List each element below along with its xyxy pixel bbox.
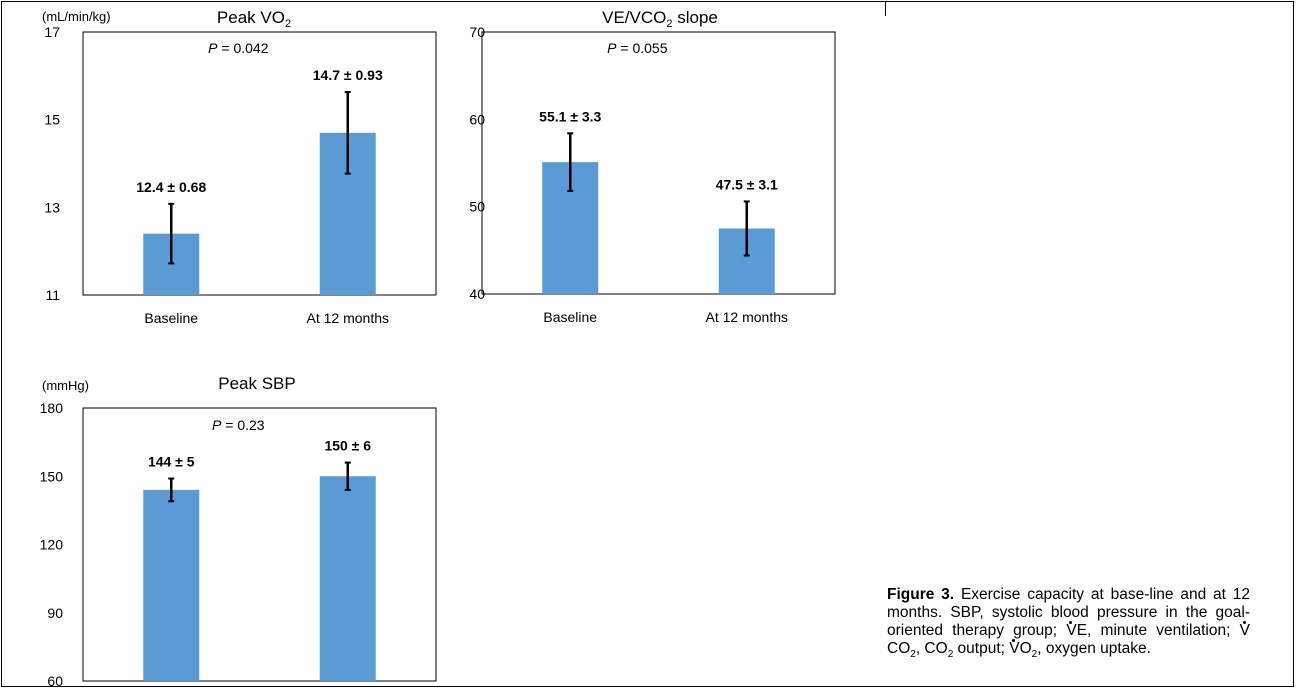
chart-title: Peak VO2 (217, 8, 291, 30)
y-unit-label: (mL/min/kg) (42, 9, 111, 24)
caption-text-7: output; (953, 640, 1010, 657)
peak-vo2-chart: Peak VO2 (mL/min/kg) P = 0.042 11 13 15 17 12.4… (42, 8, 437, 326)
category-label-0: Baseline (144, 310, 198, 326)
p-value-annotation: P = 0.23 (212, 417, 265, 433)
plot-area (82, 407, 437, 682)
data-label-0: 55.1 ± 3.3 (539, 108, 601, 124)
caption-text-2: E, minute ventilation; (1076, 622, 1240, 639)
y-tick-label: 15 (44, 112, 60, 128)
caption-v-dot-2: V (1239, 621, 1250, 639)
y-unit-label: (mmHg) (42, 378, 89, 393)
caption-text-10: , oxygen uptake. (1037, 640, 1151, 657)
category-label-1: At 12 months (706, 309, 789, 325)
y-tick-label: 180 (40, 400, 64, 416)
caption-text-5: , CO (915, 640, 948, 657)
y-tick-label: 17 (44, 24, 60, 40)
plot-area (481, 31, 836, 295)
caption-sub-1: 2 (910, 649, 916, 661)
p-value-annotation: P = 0.055 (607, 40, 668, 56)
figure-caption: Figure 3. Exercise capacity at base-line… (887, 586, 1250, 664)
bar-0 (143, 489, 200, 681)
y-tick-label: 150 (40, 468, 64, 484)
category-label-1: At 12 months (307, 310, 390, 326)
caption-v-dot-3: V (1009, 639, 1020, 657)
data-label-0: 12.4 ± 0.68 (136, 179, 206, 195)
column-separator (885, 1, 886, 16)
y-tick-label: 40 (469, 286, 485, 302)
y-tick-label: 60 (47, 673, 63, 689)
caption-sub-2: 2 (947, 649, 954, 661)
data-label-0: 144 ± 5 (148, 454, 195, 470)
y-tick-label: 60 (469, 111, 485, 127)
plot-area (82, 31, 437, 296)
chart-title: VE/VCO2 slope (602, 8, 718, 30)
caption-text-1: Exercise capacity at base-line and at 12… (887, 586, 1250, 639)
data-label-1: 14.7 ± 0.93 (313, 67, 383, 83)
y-tick-label: 70 (469, 24, 485, 40)
y-tick-label: 13 (44, 199, 60, 215)
peak-sbp-chart: Peak SBP (mmHg) P = 0.23 60 90 120 150 180 144 ±… (40, 374, 437, 689)
category-label-0: Baseline (543, 309, 597, 325)
y-tick-label: 50 (469, 199, 485, 215)
y-tick-label: 90 (47, 605, 63, 621)
caption-label: Figure 3. (887, 586, 955, 603)
caption-text-3: CO (887, 640, 911, 657)
y-tick-label: 120 (40, 537, 64, 553)
bar-1 (319, 476, 376, 681)
data-label-1: 47.5 ± 3.1 (716, 176, 778, 192)
p-value-annotation: P = 0.042 (208, 40, 269, 56)
y-tick-label: 11 (45, 287, 60, 303)
ve-vco2-slope-chart: VE/VCO2 slope P = 0.055 40 50 60 70 55.1 ± 3.3… (469, 8, 836, 325)
data-label-1: 150 ± 6 (324, 438, 371, 454)
chart-title: Peak SBP (218, 374, 296, 393)
caption-v-dot-1: V (1066, 621, 1077, 639)
caption-text-8: O (1019, 640, 1032, 657)
caption-sub-3: 2 (1031, 649, 1038, 661)
